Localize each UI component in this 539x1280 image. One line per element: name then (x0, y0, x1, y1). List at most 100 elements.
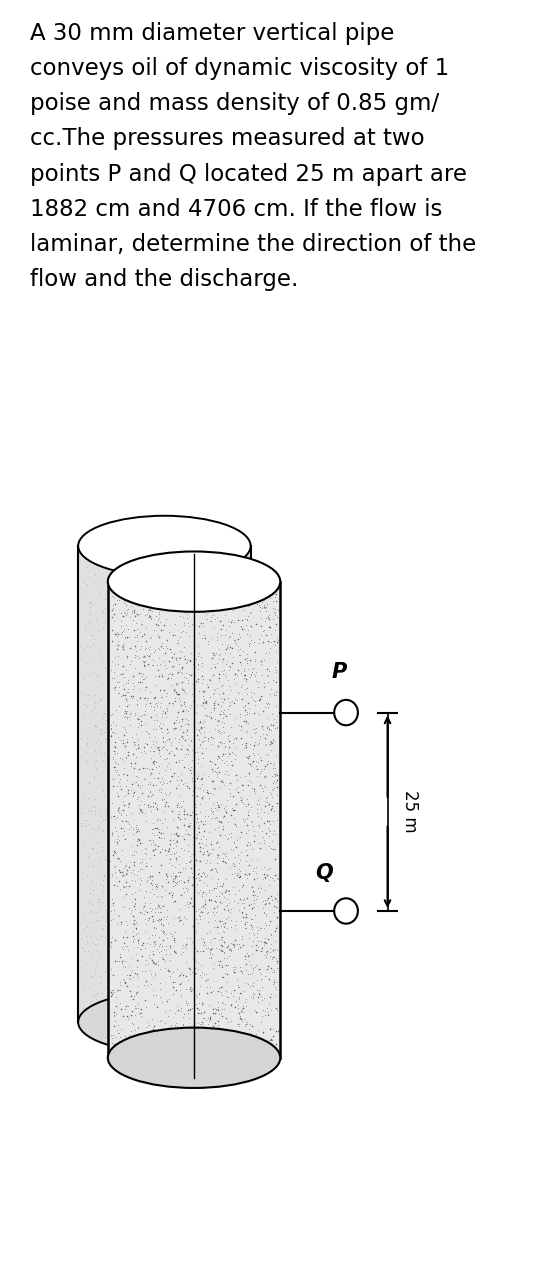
Point (242, 989, 251, 1010)
Point (214, 622, 223, 643)
Point (249, 817, 258, 837)
Point (126, 722, 135, 742)
Point (172, 663, 181, 684)
Point (148, 741, 157, 762)
Point (170, 983, 178, 1004)
Point (127, 687, 136, 708)
Point (234, 763, 243, 783)
Point (224, 742, 233, 763)
Point (248, 838, 257, 859)
Point (116, 623, 125, 644)
Point (151, 641, 160, 662)
Point (143, 605, 151, 626)
Point (150, 1016, 158, 1037)
Point (114, 797, 122, 818)
Point (164, 835, 173, 855)
Point (139, 758, 148, 778)
Point (149, 718, 157, 739)
Point (157, 586, 166, 607)
Point (172, 936, 181, 956)
Point (211, 718, 219, 739)
Point (210, 718, 219, 739)
Point (135, 812, 143, 832)
Point (182, 786, 190, 806)
Point (237, 617, 245, 637)
Point (187, 731, 196, 751)
Point (198, 1024, 207, 1044)
Point (143, 690, 151, 710)
Point (142, 645, 151, 666)
Point (221, 887, 230, 908)
Point (219, 717, 228, 737)
Point (120, 575, 129, 595)
Point (237, 1027, 245, 1047)
Point (127, 801, 136, 822)
Point (188, 654, 197, 675)
Point (196, 596, 204, 617)
Point (192, 823, 201, 844)
Point (105, 673, 114, 694)
Point (181, 876, 189, 896)
Point (220, 646, 229, 667)
Point (186, 544, 195, 564)
Point (243, 632, 251, 653)
Point (130, 936, 139, 956)
Point (236, 844, 245, 864)
Point (173, 739, 182, 759)
Point (226, 744, 234, 764)
Point (223, 845, 231, 865)
Point (198, 593, 206, 613)
Point (269, 599, 278, 620)
Point (100, 849, 109, 869)
Point (246, 832, 254, 852)
Point (169, 685, 177, 705)
Point (219, 744, 227, 764)
Point (254, 696, 263, 717)
Point (124, 781, 133, 801)
Point (255, 704, 264, 724)
Point (167, 787, 175, 808)
Point (169, 576, 177, 596)
Point (202, 609, 210, 630)
Point (183, 599, 192, 620)
Point (203, 782, 211, 803)
Point (198, 902, 206, 923)
Point (171, 1023, 180, 1043)
Point (255, 959, 264, 979)
Point (154, 895, 163, 915)
Point (223, 911, 231, 932)
Point (234, 682, 243, 703)
Point (237, 616, 246, 636)
Point (227, 828, 236, 849)
Point (160, 650, 169, 671)
Point (102, 905, 111, 925)
Point (230, 920, 238, 941)
Point (241, 735, 250, 755)
Point (256, 968, 265, 988)
Point (260, 957, 269, 978)
Point (115, 1044, 123, 1065)
Point (190, 829, 198, 850)
Point (78, 908, 87, 928)
Point (162, 594, 170, 614)
Point (247, 742, 256, 763)
Point (216, 759, 225, 780)
Point (244, 923, 253, 943)
Point (223, 591, 232, 612)
Point (189, 1015, 198, 1036)
Point (236, 643, 244, 663)
Point (198, 941, 207, 961)
Point (233, 740, 241, 760)
Point (271, 718, 279, 739)
Point (128, 1012, 136, 1033)
Point (177, 764, 186, 785)
Point (259, 1023, 267, 1043)
Point (218, 772, 227, 792)
Point (146, 707, 155, 727)
Point (120, 695, 128, 716)
Point (254, 806, 262, 827)
Point (111, 956, 120, 977)
Point (163, 748, 171, 768)
Point (246, 812, 255, 832)
Point (77, 635, 86, 655)
